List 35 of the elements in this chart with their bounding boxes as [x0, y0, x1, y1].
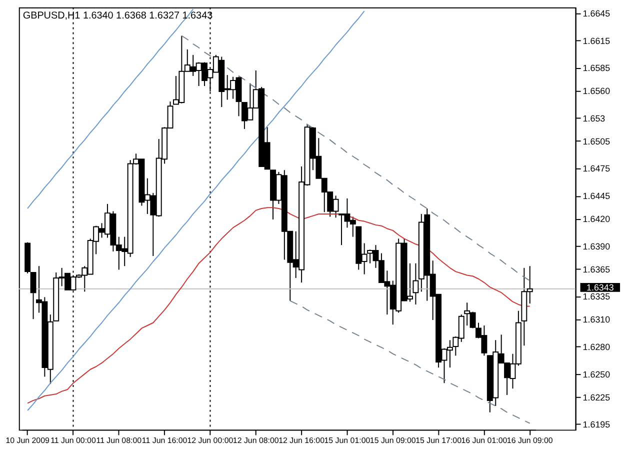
y-tick-label: 1.6250 [582, 369, 610, 380]
y-tick-label: 1.6615 [582, 36, 610, 46]
y-tick-label: 1.6365 [582, 264, 610, 274]
ref-line-label: 1.6343 [586, 282, 614, 292]
y-tick-label: 1.6390 [582, 241, 610, 252]
y-tick-label: 1.6335 [582, 292, 610, 302]
x-tick-label: 16 Jun 09:00 [506, 436, 554, 446]
x-tick-label: 15 Jun 01:00 [324, 436, 371, 446]
y-tick-label: 1.653 [582, 113, 606, 124]
x-tick-label: 11 Jun 00:00 [50, 436, 96, 446]
x-tick-label: 11 Jun 16:00 [142, 436, 188, 446]
line-series [181, 35, 530, 282]
candlestick [412, 262, 419, 305]
x-tick-label: 12 Jun 00:00 [187, 436, 234, 446]
x-tick-label: 12 Jun 08:00 [232, 436, 280, 446]
y-tick-label: 1.6505 [582, 136, 610, 146]
line-series [27, 207, 530, 404]
x-tick-label: 10 Jun 2009 [6, 436, 50, 446]
y-tick-label: 1.6225 [582, 392, 610, 402]
y-tick-label: 1.6585 [582, 63, 610, 74]
y-tick-label: 1.6445 [582, 191, 610, 202]
x-tick-label: 15 Jun 17:00 [416, 436, 462, 446]
y-tick-label: 1.6645 [582, 8, 610, 18]
y-tick-label: 1.6195 [582, 420, 610, 430]
x-tick-label: 15 Jun 09:00 [370, 436, 416, 446]
line-series [290, 300, 530, 424]
x-tick-label: 16 Jun 01:00 [461, 436, 508, 446]
y-tick-label: 1.6560 [582, 86, 610, 96]
y-tick-label: 1.6280 [582, 342, 610, 352]
x-tick-label: 11 Jun 08:00 [96, 436, 142, 446]
y-tick-label: 1.6310 [582, 314, 610, 325]
x-tick-label: 12 Jun 16:00 [278, 436, 326, 446]
candlestick [30, 272, 36, 320]
y-tick-label: 1.6475 [582, 164, 610, 174]
y-tick-label: 1.6420 [582, 214, 610, 224]
